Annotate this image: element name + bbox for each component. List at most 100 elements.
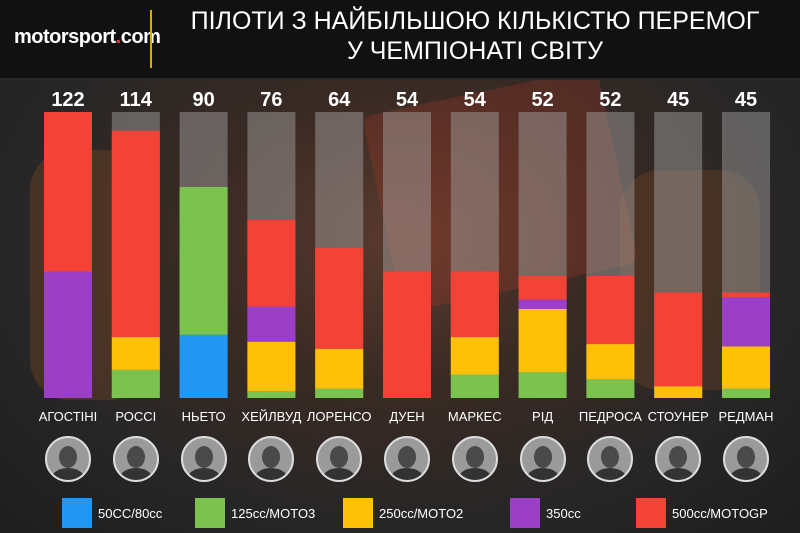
bar-total-label: 52 [599, 89, 621, 111]
bar-total-label: 45 [735, 89, 757, 111]
legend-swatch-250cc [343, 498, 373, 528]
bar-segment-125cc [315, 388, 364, 398]
legend-swatch-50cc [62, 498, 92, 528]
bar-total-label: 54 [396, 89, 419, 111]
bar-segment-125cc [518, 372, 567, 398]
shoulders-shape [391, 468, 423, 480]
bar-segment-500cc [44, 112, 92, 272]
rider-photo [384, 436, 430, 482]
face-shape [601, 446, 620, 468]
bar-segment-125cc [722, 388, 770, 398]
shoulders-shape [526, 468, 559, 480]
bar-segment-500cc [722, 292, 770, 298]
bar-segment-125cc [450, 374, 499, 398]
legend-label-50cc: 50CC/80cc [98, 506, 163, 521]
chart-title: ПІЛОТИ З НАЙБІЛЬШОЮ КІЛЬКІСТЮ ПЕРЕМОГ У … [160, 6, 790, 66]
bar-segment-250cc [111, 337, 160, 370]
bar-segment-125cc [586, 379, 635, 398]
bar-segment-250cc [518, 308, 567, 373]
category-label: РЕДМАН [718, 409, 773, 424]
bar-total-label: 45 [667, 89, 689, 111]
title-line-2: У ЧЕМПІОНАТІ СВІТУ [346, 37, 604, 65]
category-label: ХЕЙЛВУД [241, 409, 301, 424]
bar-segment-125cc [179, 187, 228, 335]
category-label: МАРКЕС [448, 409, 502, 424]
bar-total-label: 52 [531, 89, 553, 111]
legend-label-250cc: 250cc/MOTO2 [379, 506, 464, 521]
bar-segment-250cc [315, 348, 364, 389]
rider-photo [248, 436, 295, 482]
rider-photo [316, 436, 363, 482]
category-label: ПЕДРОСА [579, 409, 642, 424]
category-label: АГОСТІНІ [39, 409, 98, 424]
bar-segment-500cc [383, 271, 431, 398]
legend-label-500cc: 500cc/MOTOGP [672, 506, 768, 521]
face-shape [533, 446, 552, 468]
face-shape [737, 446, 755, 468]
shoulders-shape [662, 468, 695, 480]
bar-total-label: 54 [464, 89, 487, 111]
bar-segment-250cc [247, 341, 296, 391]
bar-segment-500cc [247, 219, 296, 307]
bar-segment-350cc [247, 306, 296, 342]
legend-swatch-350cc [510, 498, 540, 528]
legend-label-350cc: 350cc [546, 506, 581, 521]
bar-total-label: 64 [328, 89, 351, 111]
title-line-1: ПІЛОТИ З НАЙБІЛЬШОЮ КІЛЬКІСТЮ ПЕРЕМОГ [190, 7, 760, 35]
bar-segment-50cc [179, 334, 228, 398]
rider-photo [45, 436, 91, 482]
category-label: РІД [532, 409, 553, 424]
logo-dot: . [115, 26, 122, 48]
bar-segment-500cc [586, 276, 635, 345]
header-divider [150, 10, 152, 68]
bar-total-label: 114 [120, 89, 153, 111]
face-shape [262, 446, 281, 468]
bar-segment-125cc [247, 390, 296, 398]
face-shape [126, 446, 145, 468]
rider-photo [180, 436, 227, 482]
rider-photo [519, 436, 566, 482]
bar-total-label: 122 [51, 89, 84, 111]
shoulders-shape [255, 468, 288, 480]
category-label: НЬЕТО [182, 409, 226, 424]
face-shape [398, 446, 416, 468]
bar-segment-250cc [722, 346, 770, 389]
face-shape [465, 446, 484, 468]
category-label: ЛОРЕНСО [307, 409, 372, 424]
bar-segment-350cc [518, 299, 567, 309]
shoulders-shape [323, 468, 356, 480]
face-shape [669, 446, 688, 468]
bar-segment-500cc [450, 271, 499, 338]
category-label: СТОУНЕР [648, 409, 709, 424]
shoulders-shape [52, 468, 84, 480]
rider-photo [587, 436, 634, 482]
bar-segment-500cc [111, 130, 160, 338]
legend-label-125cc: 125cc/MOTO3 [231, 506, 316, 521]
category-label: ДУЕН [389, 409, 424, 424]
shoulders-shape [458, 468, 491, 480]
rider-photo [655, 436, 702, 482]
category-label: РОССІ [115, 409, 156, 424]
face-shape [59, 446, 77, 468]
rider-photo [112, 436, 159, 482]
legend-swatch-500cc [636, 498, 666, 528]
bar-segment-350cc [44, 271, 92, 398]
rider-photo [723, 436, 769, 482]
shoulders-shape [187, 468, 220, 480]
face-shape [330, 446, 349, 468]
bar-segment-500cc [518, 276, 567, 300]
bar-segment-250cc [654, 386, 703, 398]
bar-segment-500cc [654, 292, 703, 387]
legend-swatch-125cc [195, 498, 225, 528]
rider-photo [451, 436, 498, 482]
bar-total-label: 90 [192, 89, 214, 111]
bar-segment-125cc [111, 369, 160, 398]
bar-total-label: 76 [260, 89, 282, 111]
shoulders-shape [730, 468, 762, 480]
bar-segment-250cc [450, 337, 499, 375]
bar-segment-500cc [315, 247, 364, 349]
logo-text: motorsport [14, 26, 116, 48]
face-shape [194, 446, 213, 468]
header-bar: motorsport.com ПІЛОТИ З НАЙБІЛЬШОЮ КІЛЬК… [0, 0, 800, 80]
